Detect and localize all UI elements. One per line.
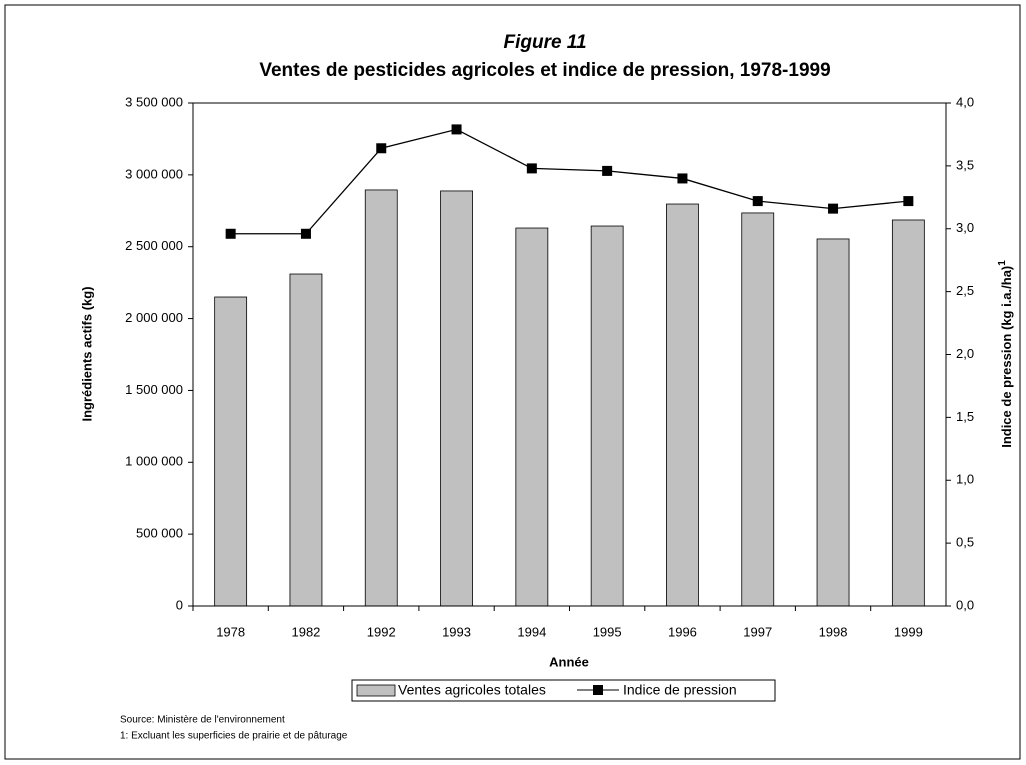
source-note: Source: Ministère de l'environnement xyxy=(120,715,285,726)
legend-marker xyxy=(593,685,603,695)
y-tick-label: 0 xyxy=(176,597,183,612)
marker xyxy=(828,203,839,214)
footnote: 1: Excluant les superficies de prairie e… xyxy=(120,731,348,742)
y2-tick-label: 3,5 xyxy=(956,157,974,172)
y2-axis-label: Indice de pression (kg i.a./ha)1 xyxy=(997,260,1015,448)
bar xyxy=(289,273,323,607)
marker xyxy=(376,143,387,154)
bar xyxy=(741,212,775,607)
x-tick-label: 1994 xyxy=(517,624,546,639)
y2-tick-label: 3,0 xyxy=(956,220,974,235)
bar xyxy=(816,238,850,607)
bar xyxy=(214,296,248,607)
y-tick-label: 3 000 000 xyxy=(125,166,183,181)
x-tick-label: 1995 xyxy=(593,624,622,639)
x-tick-label: 1978 xyxy=(216,624,245,639)
legend-swatch xyxy=(356,684,396,697)
y-tick-label: 1 500 000 xyxy=(125,382,183,397)
y2-tick-label: 2,0 xyxy=(956,346,974,361)
bar xyxy=(666,203,699,607)
y2-tick-label: 1,5 xyxy=(956,409,974,424)
legend-label: Indice de pression xyxy=(623,682,737,698)
chart-subtitle: Ventes de pesticides agricoles et indice… xyxy=(259,60,830,81)
bar xyxy=(515,227,549,607)
line xyxy=(230,128,909,235)
x-tick-label: 1998 xyxy=(819,624,848,639)
bar xyxy=(364,189,398,607)
y-tick-label: 500 000 xyxy=(136,526,183,541)
bar xyxy=(891,219,925,607)
marker xyxy=(300,228,311,239)
y2-tick-label: 1,0 xyxy=(956,472,974,487)
marker xyxy=(451,124,462,135)
y-tick-label: 3 500 000 xyxy=(125,94,183,109)
plot-area xyxy=(192,102,947,607)
bar xyxy=(440,190,473,607)
legend xyxy=(351,679,776,702)
x-tick-label: 1999 xyxy=(894,624,923,639)
marker xyxy=(903,196,914,207)
x-tick-label: 1996 xyxy=(668,624,697,639)
x-tick-label: 1993 xyxy=(442,624,471,639)
bar xyxy=(590,225,624,607)
x-tick-label: 1982 xyxy=(291,624,320,639)
marker xyxy=(526,163,537,174)
y2-tick-label: 0,5 xyxy=(956,535,974,550)
y2-axis-label-text: Indice de pression (kg i.a./ha) xyxy=(999,266,1014,448)
y-tick-label: 2 500 000 xyxy=(125,238,183,253)
y2-tick-label: 2,5 xyxy=(956,283,974,298)
y-tick-label: 1 000 000 xyxy=(125,454,183,469)
marker xyxy=(752,196,763,207)
legend-label: Ventes agricoles totales xyxy=(398,682,546,698)
y-axis-label: Ingrédients actifs (kg) xyxy=(79,286,94,421)
y2-tick-label: 0,0 xyxy=(956,597,974,612)
x-axis-label: Année xyxy=(549,654,589,669)
marker xyxy=(225,228,236,239)
y2-axis-label-note: 1 xyxy=(997,260,1008,266)
x-tick-label: 1997 xyxy=(743,624,772,639)
marker xyxy=(602,165,613,176)
frame xyxy=(4,4,1021,760)
y2-tick-label: 4,0 xyxy=(956,94,974,109)
marker xyxy=(677,173,688,184)
y-tick-label: 2 000 000 xyxy=(125,310,183,325)
x-tick-label: 1992 xyxy=(367,624,396,639)
chart-title: Figure 11 xyxy=(503,32,586,53)
